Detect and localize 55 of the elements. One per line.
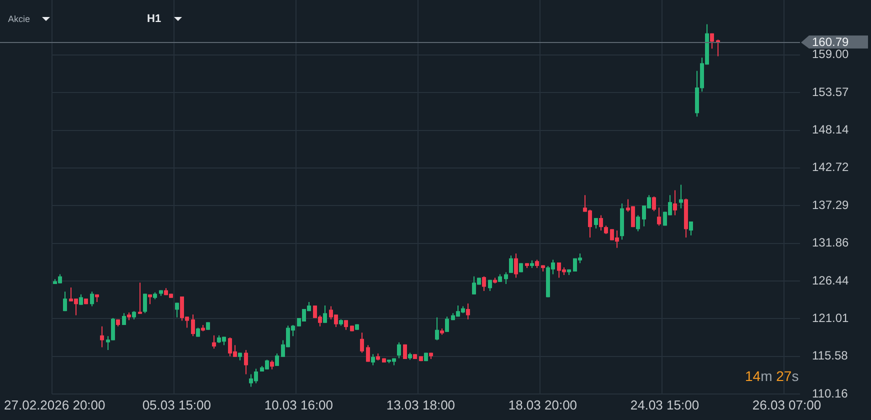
candlestick (63, 291, 67, 312)
candlestick (138, 282, 142, 314)
candlestick (196, 327, 200, 338)
x-tick-label: 24.03 15:00 (630, 397, 700, 412)
candlestick (244, 349, 248, 375)
candlestick (275, 352, 279, 366)
y-tick-label: 126.44 (812, 273, 850, 288)
ref-line-label: 160.79 (812, 34, 850, 49)
candlestick (360, 332, 364, 354)
x-tick-label: 27.02.2026 20:00 (4, 397, 106, 412)
candlestick (212, 334, 216, 350)
y-tick-label: 131.86 (812, 236, 850, 250)
candlestick (636, 214, 640, 232)
candlestick (504, 272, 508, 285)
candlestick (344, 320, 348, 330)
candlestick (689, 221, 693, 236)
text: Akcie (8, 14, 30, 24)
candlestick (466, 302, 470, 320)
candlestick (143, 293, 147, 314)
candlestick (371, 354, 375, 366)
annotation: 14m 27s (745, 368, 799, 384)
x-tick-label: 10.03 16:00 (264, 397, 334, 412)
candlestick (657, 207, 661, 226)
candlestick (270, 360, 274, 370)
candlestick (191, 314, 195, 337)
x-tick-label: 13.03 18:00 (386, 397, 456, 412)
candlestick (710, 32, 714, 50)
y-tick-label: 115.58 (812, 348, 848, 363)
candlestick (679, 184, 683, 209)
candlestick (652, 196, 656, 212)
candlestick (79, 294, 83, 306)
y-tick-label: 142.72 (812, 160, 850, 174)
y-tick-label: 159.00 (812, 47, 850, 62)
candlestick (435, 316, 439, 341)
x-tick-label: 18.03 20:00 (508, 397, 578, 412)
candlestick (323, 305, 327, 324)
candlestick (122, 312, 126, 326)
candlestick (366, 344, 370, 362)
candlestick (514, 252, 518, 278)
y-tick-label: 148.14 (812, 122, 850, 137)
candlestick (100, 326, 104, 348)
candlestick (445, 316, 449, 332)
candlestick (599, 214, 603, 232)
candlestick (509, 255, 513, 274)
candlestick (175, 302, 179, 318)
annotation: H1 (147, 13, 162, 25)
x-tick-label: 05.03 15:00 (142, 397, 212, 412)
candlestick (594, 218, 598, 229)
y-tick-label: 121.01 (812, 310, 850, 325)
candlestick (90, 291, 94, 307)
candlestick (673, 190, 677, 216)
candlestick (482, 276, 486, 292)
candlestick (397, 342, 401, 359)
y-tick-label: 153.57 (812, 84, 850, 99)
y-tick-label: 137.29 (812, 198, 850, 212)
